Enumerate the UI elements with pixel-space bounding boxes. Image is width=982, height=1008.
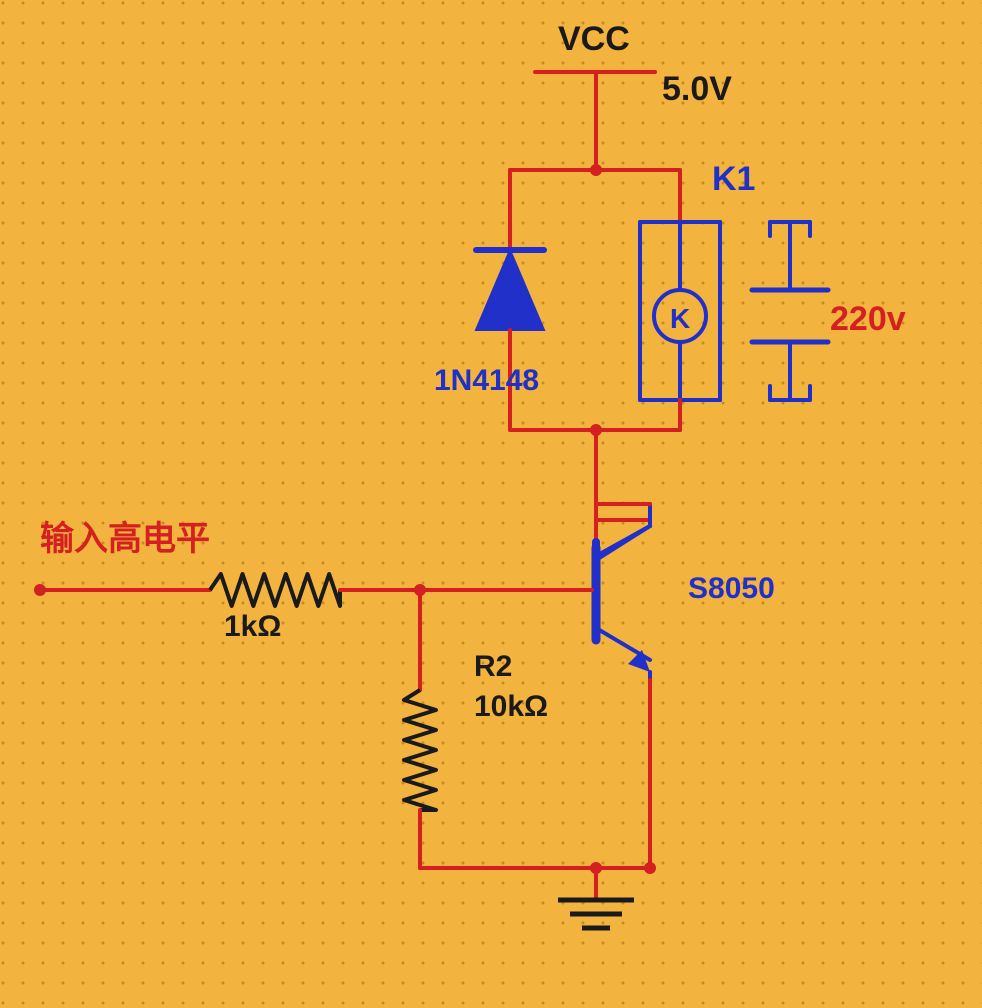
node-gnd-rail [590,862,602,874]
label-r2_val: 10kΩ [474,690,548,723]
node-gnd-rail-2 [644,862,656,874]
label-relay_k: K [670,303,690,334]
label-diode: 1N4148 [434,364,539,397]
label-r1: 1kΩ [224,610,281,643]
label-r2_name: R2 [474,650,512,683]
circuit-schematic: VCC 5.0V K1 K 220v 1N4148 输入高电平 1kΩ S8050 R2 10kΩ [0,0,982,1008]
label-vcc: VCC [558,20,630,58]
label-v220: 220v [830,300,906,338]
grid [0,0,982,1008]
label-k1: K1 [712,160,755,198]
label-transistor: S8050 [688,572,775,605]
label-input: 输入高电平 [40,520,210,558]
label-vcc_volts: 5.0V [662,70,732,108]
